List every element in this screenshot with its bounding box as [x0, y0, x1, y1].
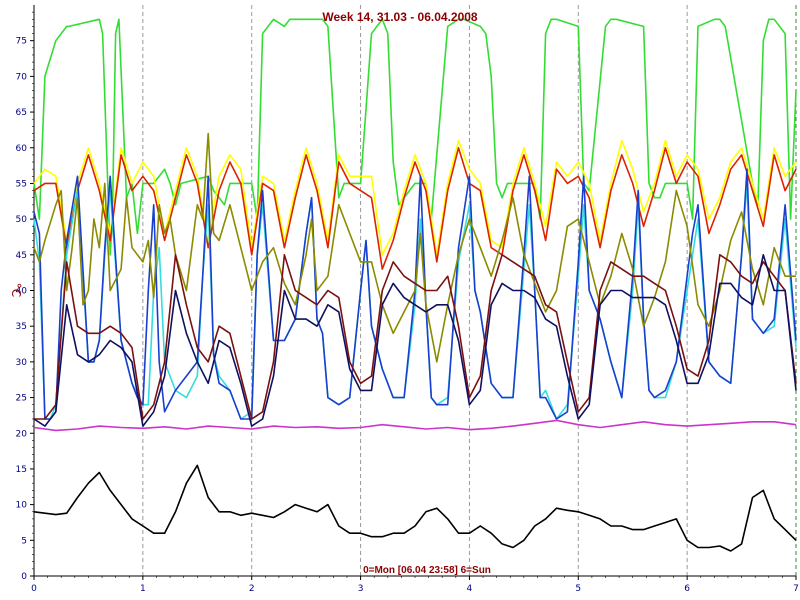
y-tick-label: 15 — [16, 465, 27, 475]
y-tick-label: 75 — [16, 37, 27, 47]
y-tick-label: 10 — [16, 501, 28, 511]
x-tick-label: 5 — [575, 584, 581, 594]
x-tick-label: 0 — [31, 584, 37, 594]
x-tick-label: 6 — [684, 584, 690, 594]
y-tick-label: 30 — [16, 358, 28, 368]
y-axis-label: °C — [9, 283, 23, 297]
y-tick-label: 50 — [16, 215, 28, 225]
y-tick-label: 5 — [21, 536, 27, 546]
x-tick-label: 1 — [140, 584, 146, 594]
y-tick-label: 35 — [16, 322, 27, 332]
series-line-7 — [34, 254, 797, 420]
series-line-6 — [33, 132, 796, 363]
footer-note: 0=Mon [06.04 23:58] 6=Sun — [363, 565, 491, 576]
series-line-9 — [33, 419, 797, 432]
series-line-1 — [33, 18, 797, 256]
y-tick-label: 25 — [16, 394, 27, 404]
y-tick-label: 0 — [21, 572, 27, 582]
y-tick-label: 65 — [16, 108, 27, 118]
series-line-5 — [33, 168, 797, 420]
series-group — [33, 18, 797, 552]
y-tick-label: 40 — [16, 287, 28, 297]
axes — [30, 5, 797, 580]
series-line-8 — [33, 254, 797, 427]
y-tick-label: 70 — [16, 72, 28, 82]
y-tick-label: 55 — [16, 179, 27, 189]
x-tick-label: 3 — [358, 584, 364, 594]
series-line-3 — [33, 147, 797, 270]
y-tick-label: 60 — [16, 144, 28, 154]
x-tick-label: 2 — [249, 584, 255, 594]
chart-title: Week 14, 31.03 - 06.04.2008 — [322, 10, 478, 24]
y-tick-label: 20 — [16, 429, 28, 439]
series-line-10 — [33, 464, 797, 552]
x-tick-label: 4 — [467, 584, 473, 594]
y-tick-label: 45 — [16, 251, 27, 261]
x-tick-label: 7 — [793, 584, 799, 594]
